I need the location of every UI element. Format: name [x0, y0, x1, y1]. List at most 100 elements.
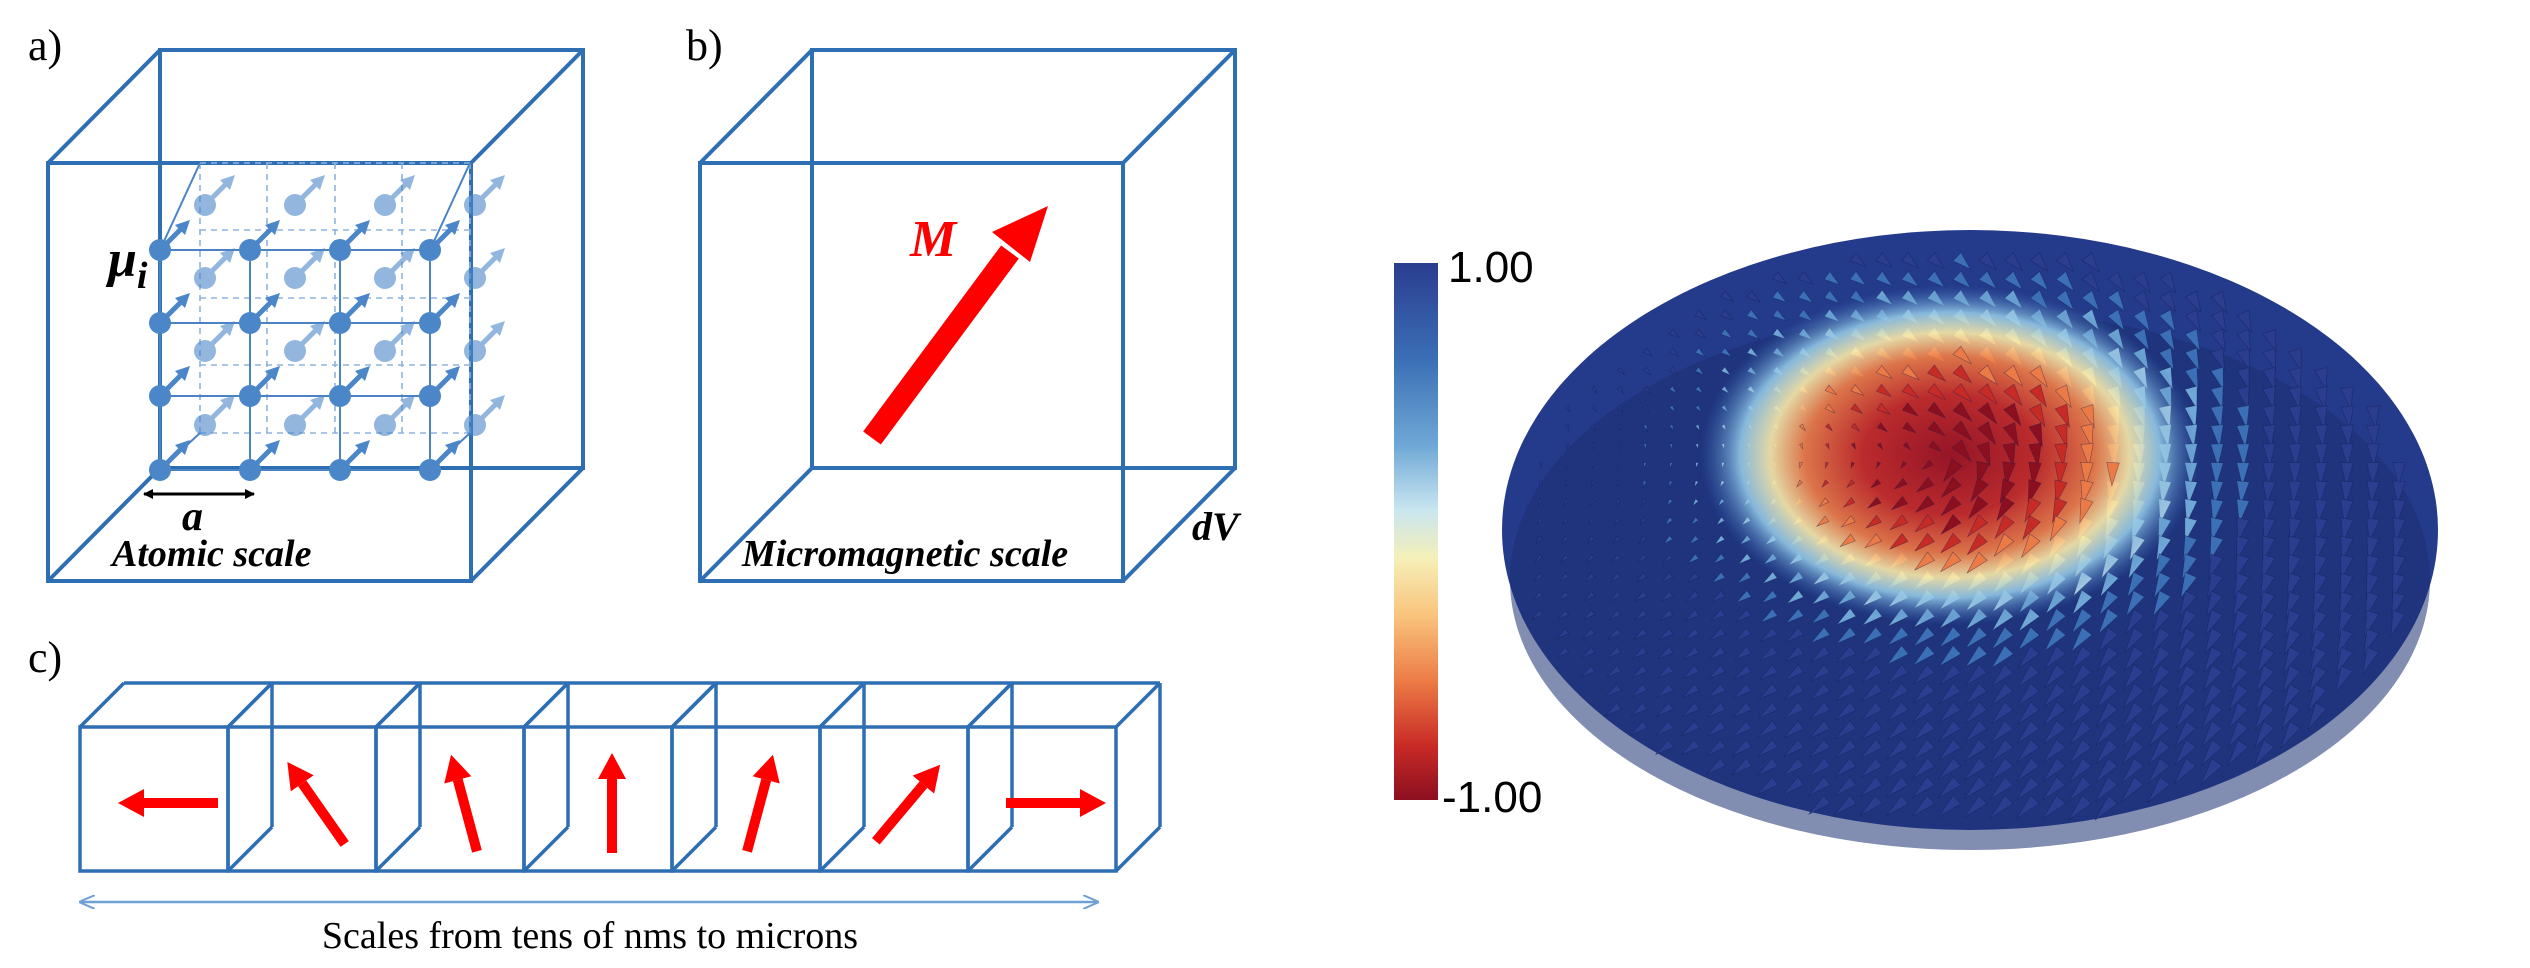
spin-cone: [2081, 289, 2100, 312]
spin-cone: [2390, 609, 2406, 637]
atomic-moment: [239, 220, 280, 261]
spin-cone: [2335, 665, 2354, 693]
spin-cone: [1708, 664, 1726, 680]
spin-cone: [1886, 701, 1910, 722]
spin-cone: [1952, 252, 1972, 270]
spin-cone: [1710, 608, 1726, 622]
spin-cone: [1784, 682, 1805, 700]
spin-cone: [1635, 590, 1648, 602]
spin-cone: [1902, 441, 1912, 451]
spin-cone: [1642, 347, 1653, 357]
spin-cone: [2096, 682, 2119, 709]
spin-cone: [2004, 270, 2023, 291]
spin-cone: [1694, 385, 1704, 395]
spin-cone: [1720, 366, 1732, 376]
spin-cone: [1631, 664, 1648, 679]
spin-cone: [1938, 682, 1962, 705]
spin-cone: [1709, 627, 1726, 641]
spin-cone: [1731, 739, 1753, 757]
spin-cone: [1823, 289, 1841, 304]
spin-cone: [1940, 551, 1962, 573]
spin-cone: [1966, 532, 1988, 556]
atomic-moments: [149, 175, 505, 481]
spin-cone: [2283, 628, 2302, 655]
spin-cone: [2262, 329, 2277, 353]
spin-cone: [2180, 571, 2198, 599]
spin-cone: [2340, 386, 2354, 411]
spin-cone: [1655, 720, 1674, 736]
spin-cone: [1834, 738, 1857, 759]
spin-cone: [2236, 328, 2252, 353]
spin-cone: [1912, 701, 1936, 723]
spin-cone: [1963, 794, 1988, 818]
spin-cone: [1991, 663, 2014, 687]
spin-cone: [1758, 683, 1779, 700]
spin-cone: [2288, 498, 2302, 525]
spin-cone: [1760, 608, 1778, 623]
spin-cone: [1964, 701, 1988, 724]
spin-cone: [2288, 480, 2302, 507]
spin-cone: [1630, 720, 1648, 736]
spin-cone: [1680, 739, 1701, 756]
spin-cone: [2095, 720, 2119, 746]
spin-cone: [1796, 479, 1803, 488]
spin-cone: [2184, 366, 2199, 391]
spin-cone: [2125, 608, 2145, 635]
colorbar-max-label: 1.00: [1448, 243, 1534, 292]
spin-cone: [1890, 496, 1908, 511]
atomic-moment: [419, 440, 460, 481]
spin-cone: [1836, 626, 1857, 644]
spin-cone: [2256, 646, 2276, 674]
spin-arrow: [118, 789, 218, 817]
spin-cone: [1565, 424, 1570, 432]
spin-cone: [1862, 626, 1883, 645]
spin-cone: [1887, 626, 1909, 646]
spin-cone: [1616, 366, 1626, 376]
spin-cone: [1938, 757, 1962, 780]
spin-cone: [1714, 534, 1726, 545]
spin-cone: [2043, 720, 2066, 745]
spin-cone: [2236, 443, 2250, 469]
spin-cone: [1938, 738, 1962, 761]
spin-cone: [2055, 252, 2075, 273]
spin-cone: [2314, 405, 2328, 430]
spin-cone: [1864, 514, 1882, 529]
spin-cone: [1668, 385, 1677, 395]
spin-cone: [1966, 514, 1989, 538]
spin-cone: [1912, 682, 1936, 704]
spin-cone: [2028, 422, 2043, 448]
spin-cone: [1661, 572, 1674, 583]
spin-cone: [1782, 776, 1805, 796]
spin-cone: [1558, 591, 1570, 601]
spin-cone: [2210, 347, 2225, 372]
spin-cone: [2262, 405, 2276, 430]
spin-cone: [1659, 609, 1674, 621]
spin-cone: [1738, 553, 1752, 565]
spin-cone: [2236, 347, 2251, 372]
spin-cone: [2314, 443, 2328, 469]
spin-cone: [2148, 720, 2171, 747]
spin-cone: [2017, 701, 2040, 725]
spin-cone: [1537, 498, 1543, 507]
spin-cone: [1886, 757, 1910, 779]
spin-cone: [2002, 442, 2016, 468]
spin-cone: [1617, 462, 1621, 469]
spin-cone: [2314, 367, 2328, 392]
spin-cone: [2307, 702, 2328, 730]
spin-cone: [2262, 367, 2276, 392]
spin-cone: [1735, 608, 1752, 623]
spin-cone: [1876, 383, 1893, 398]
spin-cone: [1978, 252, 1998, 271]
spin-cone: [1695, 462, 1699, 469]
spin-cone: [1798, 423, 1807, 432]
spin-cone: [1810, 664, 1831, 682]
spin-cone: [1683, 646, 1700, 660]
spin-cone: [2147, 757, 2171, 784]
spin-cone: [2340, 405, 2354, 430]
spin-cone: [2210, 480, 2224, 506]
spin-cone: [1886, 776, 1910, 798]
spin-cone: [1539, 480, 1543, 488]
spin-cone: [1940, 495, 1962, 517]
spin-cone: [1927, 364, 1947, 382]
spin-cone: [1660, 590, 1674, 602]
